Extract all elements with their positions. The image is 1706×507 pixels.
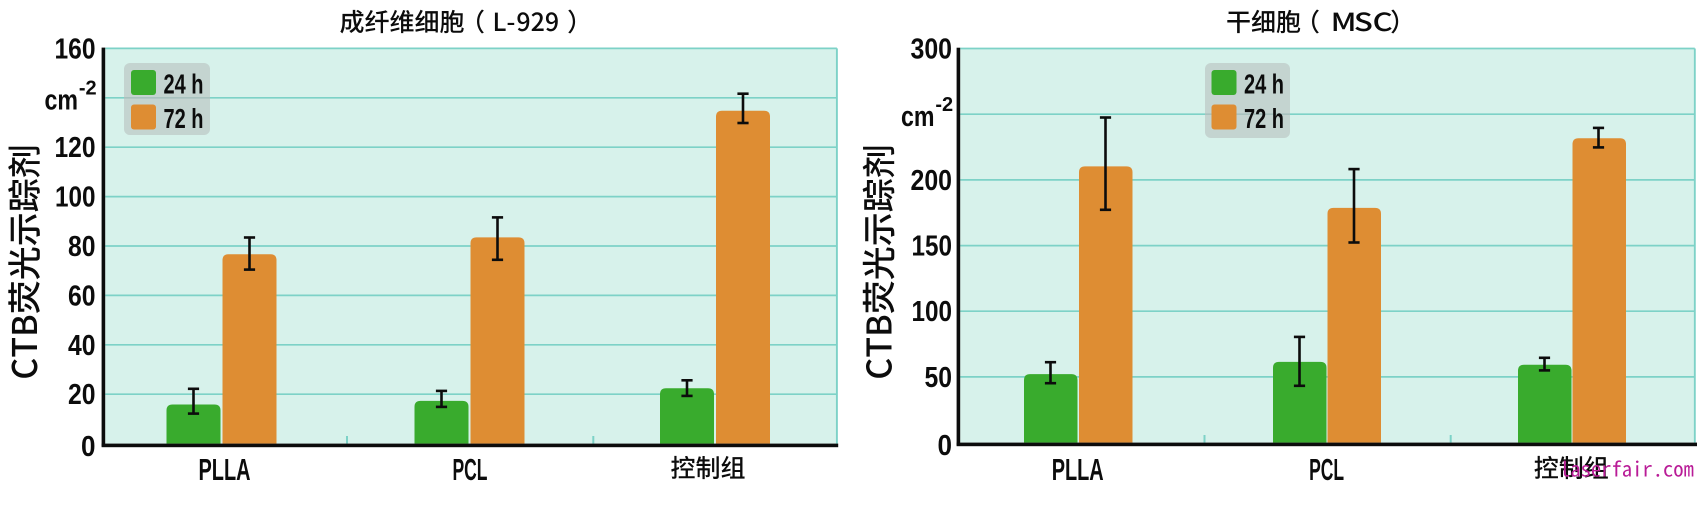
svg-text:200: 200: [911, 165, 953, 197]
svg-text:72 h: 72 h: [1244, 103, 1284, 134]
svg-text:300: 300: [911, 34, 953, 66]
svg-text:50: 50: [925, 362, 953, 394]
svg-text:PCL: PCL: [453, 452, 488, 487]
svg-text:0: 0: [81, 431, 96, 463]
svg-text:120: 120: [55, 132, 96, 164]
svg-text:100: 100: [912, 296, 953, 328]
svg-text:160: 160: [55, 33, 96, 65]
svg-text:-2: -2: [79, 78, 97, 100]
svg-text:cm: cm: [45, 85, 79, 117]
svg-text:24 h: 24 h: [1244, 69, 1284, 100]
svg-text:PLLA: PLLA: [199, 452, 251, 487]
svg-text:60: 60: [68, 280, 96, 312]
svg-text:80: 80: [68, 231, 96, 263]
svg-text:24 h: 24 h: [164, 69, 204, 100]
svg-text:100: 100: [55, 182, 96, 214]
svg-text:20: 20: [68, 379, 96, 411]
svg-text:cm: cm: [901, 101, 935, 133]
svg-text:0: 0: [938, 430, 953, 462]
svg-text:150: 150: [912, 231, 953, 263]
svg-text:-2: -2: [935, 94, 953, 116]
svg-text:PLLA: PLLA: [1052, 452, 1104, 487]
svg-text:PCL: PCL: [1309, 452, 1344, 487]
svg-text:72 h: 72 h: [164, 103, 204, 134]
svg-text:40: 40: [68, 330, 96, 362]
